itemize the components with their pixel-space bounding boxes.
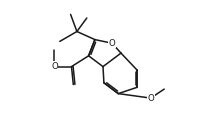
Text: O: O (51, 62, 58, 71)
Text: O: O (109, 39, 115, 48)
Text: O: O (147, 94, 154, 103)
